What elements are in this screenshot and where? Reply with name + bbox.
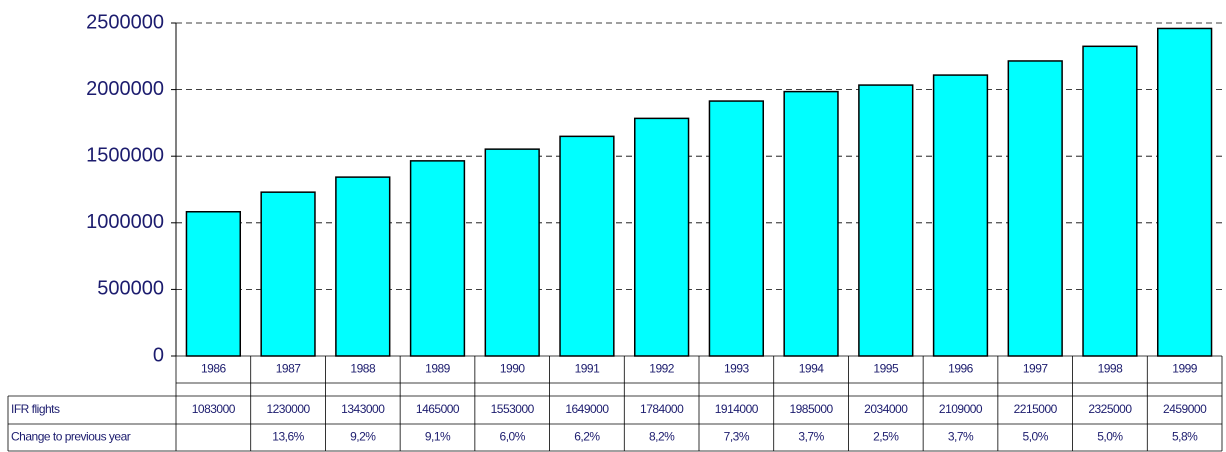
x-tick-label: 1990: [500, 362, 526, 376]
x-tick-label: 1999: [1172, 362, 1198, 376]
bar: [409, 160, 466, 357]
table-change: 2,5%: [873, 430, 899, 444]
table-change: 5,0%: [1097, 430, 1123, 444]
table-change: 6,0%: [500, 430, 526, 444]
table-value: 2325000: [1088, 402, 1132, 416]
table-change: 6,2%: [574, 430, 600, 444]
x-tick-label: 1986: [201, 362, 227, 376]
table-change: 5,8%: [1172, 430, 1198, 444]
table-value: 1465000: [416, 402, 460, 416]
table-value: 2109000: [939, 402, 983, 416]
y-tick-label: 2500000: [86, 11, 164, 33]
y-tick-label: 1000000: [86, 211, 164, 233]
x-tick-label: 1994: [799, 362, 825, 376]
bar: [932, 74, 989, 357]
x-tick-label: 1996: [948, 362, 974, 376]
table-change: 9,2%: [350, 430, 376, 444]
x-tick-label: 1991: [575, 362, 601, 376]
table-value: 1083000: [192, 402, 236, 416]
x-tick-label: 1987: [276, 362, 302, 376]
bar: [335, 176, 391, 357]
table-value: 1784000: [640, 402, 684, 416]
table-change: 5,0%: [1023, 430, 1049, 444]
table-change: 3,7%: [948, 430, 974, 444]
x-tick-label: 1992: [649, 362, 675, 376]
row-label: IFR flights: [11, 402, 60, 416]
bar: [260, 191, 316, 357]
bar: [858, 84, 914, 357]
bar: [708, 100, 765, 357]
table-value: 1985000: [789, 402, 833, 416]
table-value: 1230000: [266, 402, 310, 416]
y-tick-label: 500000: [97, 278, 164, 300]
bar: [1156, 27, 1213, 357]
x-tick-label: 1989: [425, 362, 451, 376]
bar: [1007, 60, 1063, 357]
y-tick-label: 0: [153, 344, 164, 366]
x-tick-label: 1997: [1023, 362, 1049, 376]
table-value: 2215000: [1014, 402, 1058, 416]
bar: [185, 210, 242, 357]
table-value: 1914000: [715, 402, 759, 416]
table-value: 1649000: [565, 402, 609, 416]
y-tick-label: 1500000: [86, 144, 164, 166]
table-value: 1553000: [491, 402, 535, 416]
table-change: 13,6%: [272, 430, 304, 444]
table-value: 1343000: [341, 402, 385, 416]
x-tick-label: 1995: [873, 362, 899, 376]
table-value: 2459000: [1163, 402, 1207, 416]
x-tick-label: 1993: [724, 362, 750, 376]
table-change: 8,2%: [649, 430, 675, 444]
x-tick-label: 1988: [350, 362, 376, 376]
table-change: 7,3%: [724, 430, 750, 444]
x-tick-label: 1998: [1098, 362, 1124, 376]
row-label: Change to previous year: [11, 430, 131, 444]
table-change: 9,1%: [425, 430, 451, 444]
bar: [633, 117, 690, 357]
table-value: 2034000: [864, 402, 908, 416]
bar: [559, 135, 615, 357]
bar: [783, 90, 839, 357]
bar: [484, 148, 540, 357]
bar: [1082, 45, 1138, 357]
y-tick-label: 2000000: [86, 78, 164, 100]
table-change: 3,7%: [798, 430, 824, 444]
